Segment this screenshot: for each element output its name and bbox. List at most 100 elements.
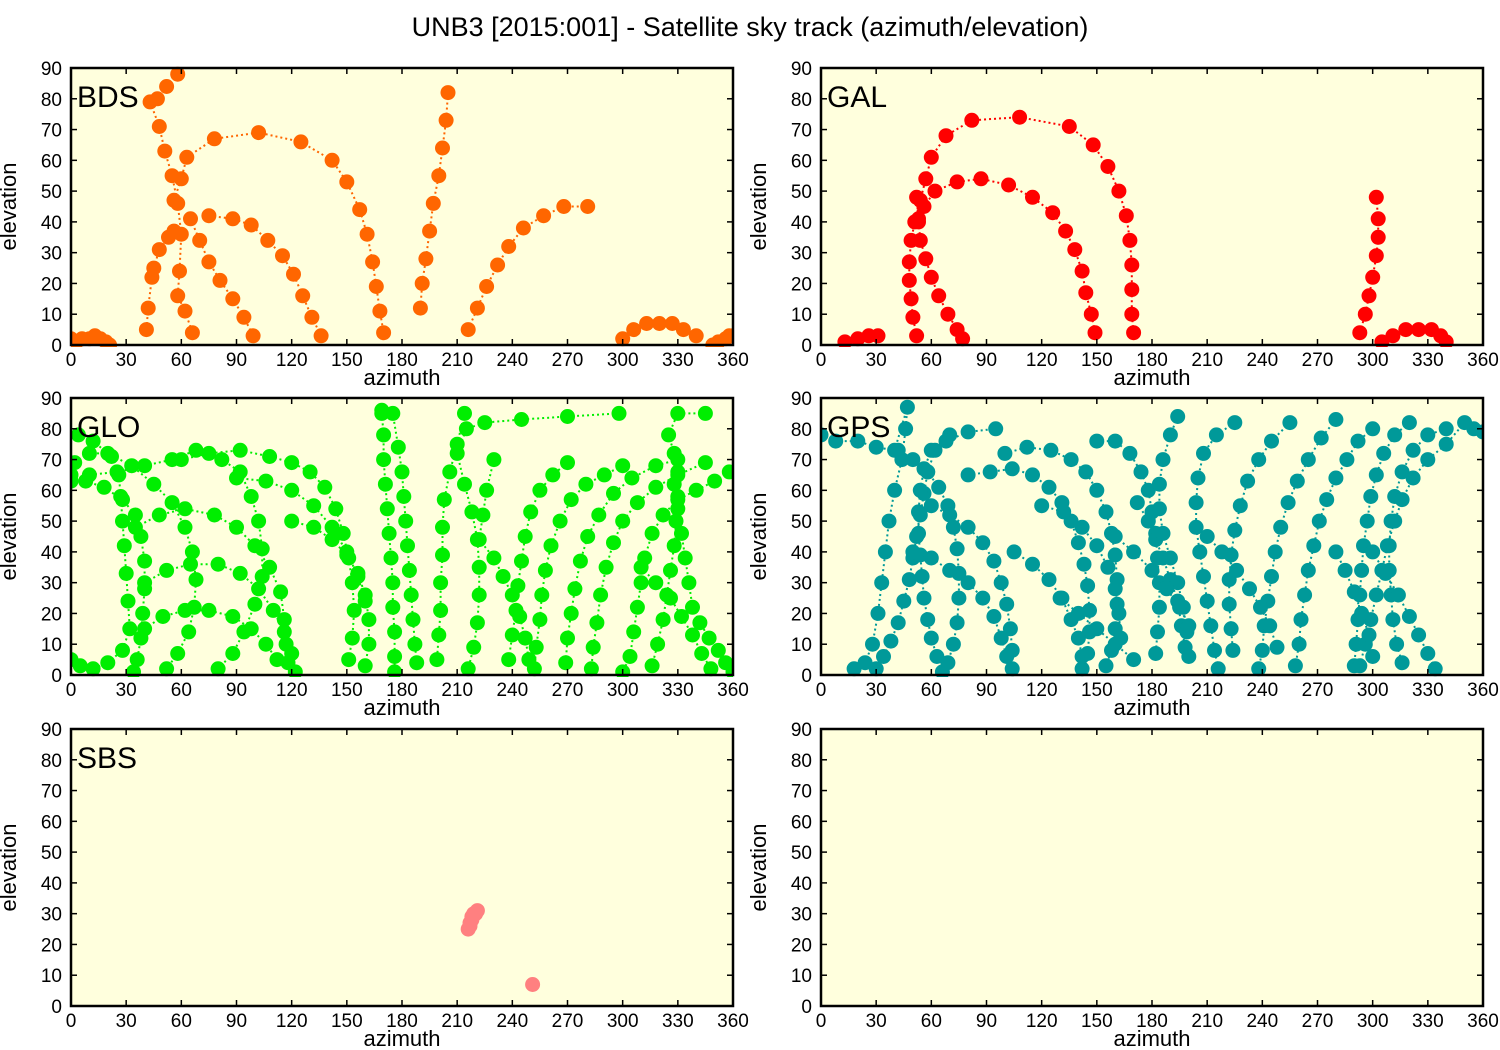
- track-point: [1387, 427, 1403, 443]
- y-tick-label: 20: [791, 274, 812, 295]
- track-point: [460, 322, 476, 338]
- track-point: [155, 609, 171, 624]
- track-point: [1061, 119, 1077, 134]
- track-point: [870, 328, 886, 344]
- track-point: [335, 525, 351, 541]
- track-point: [1162, 427, 1178, 443]
- track-point: [650, 636, 666, 652]
- track-point: [1273, 519, 1289, 535]
- track-point: [376, 427, 392, 443]
- track-point: [177, 602, 193, 618]
- track-point: [1188, 519, 1204, 535]
- track-point: [124, 458, 140, 474]
- track-point: [284, 646, 300, 661]
- track-point: [909, 328, 925, 344]
- track-point: [1124, 282, 1140, 298]
- track-point: [137, 553, 153, 569]
- track-point: [1074, 263, 1090, 279]
- track-point: [243, 217, 259, 233]
- x-tick-label: 90: [226, 1011, 247, 1032]
- track-point: [475, 507, 491, 523]
- track-point: [955, 331, 971, 347]
- track-point: [629, 599, 645, 615]
- track-point: [1004, 661, 1020, 677]
- x-tick-label: 300: [1357, 1011, 1389, 1032]
- track-point: [151, 119, 167, 134]
- track-point: [287, 664, 303, 677]
- track-point: [1361, 627, 1377, 643]
- track-point: [510, 578, 526, 594]
- track-point: [911, 504, 926, 520]
- x-tick-label: 150: [331, 680, 363, 701]
- track-point: [166, 223, 182, 239]
- track-line-2: [917, 177, 1096, 333]
- track-point: [387, 664, 403, 677]
- track-point: [1083, 306, 1099, 322]
- x-tick-label: 180: [386, 680, 418, 701]
- track-point: [324, 152, 340, 168]
- track-point: [865, 636, 880, 652]
- y-tick-label: 10: [791, 966, 812, 987]
- track-point: [1151, 476, 1167, 492]
- x-tick-label: 60: [171, 350, 192, 371]
- track-point: [122, 621, 138, 637]
- track-point: [225, 646, 241, 661]
- y-tick-label: 0: [51, 666, 62, 687]
- track-point: [1162, 550, 1178, 566]
- track-point: [1401, 609, 1417, 624]
- track-point: [896, 593, 912, 609]
- track-point: [192, 232, 208, 248]
- track-point: [159, 562, 175, 578]
- track-point: [1378, 565, 1393, 581]
- track-point: [381, 525, 397, 541]
- x-tick-label: 30: [866, 350, 887, 371]
- track-point: [225, 211, 241, 227]
- track-point: [1012, 109, 1028, 125]
- y-tick-label: 60: [41, 812, 62, 833]
- track-point: [1368, 248, 1384, 264]
- x-tick-label: 240: [1246, 680, 1278, 701]
- track-point: [920, 464, 936, 480]
- y-tick-label: 80: [41, 90, 62, 111]
- track-point: [1151, 501, 1167, 517]
- x-tick-label: 300: [1357, 680, 1389, 701]
- x-tick-label: 120: [276, 1011, 308, 1032]
- track-point: [471, 559, 487, 575]
- track-point: [385, 575, 401, 591]
- x-axis-label: azimuth: [1113, 695, 1190, 720]
- chart-panel-bds: 0 30 60 90 120 150 180 210 240 270 300 330 360 0 10 20 3…: [0, 59, 749, 390]
- track-point: [1354, 605, 1370, 621]
- track-point: [135, 605, 151, 621]
- track-point: [558, 655, 574, 671]
- track-point: [666, 445, 682, 461]
- track-point: [1098, 504, 1114, 520]
- track-point: [1004, 461, 1020, 477]
- track-point: [350, 569, 366, 584]
- y-tick-label: 30: [41, 244, 62, 265]
- y-tick-label: 80: [791, 420, 812, 441]
- y-tick-label: 60: [41, 481, 62, 502]
- track-point: [306, 498, 322, 514]
- track-point: [324, 519, 340, 535]
- x-tick-label: 360: [717, 1011, 749, 1032]
- track-point: [960, 575, 976, 591]
- track-point: [229, 519, 244, 535]
- track-point: [188, 442, 204, 458]
- x-tick-label: 60: [921, 680, 942, 701]
- x-tick-label: 180: [1136, 680, 1168, 701]
- track-point: [115, 642, 130, 658]
- track-point: [945, 519, 961, 535]
- y-tick-label: 70: [41, 451, 62, 472]
- track-point: [905, 544, 921, 560]
- y-tick-label: 70: [791, 782, 812, 803]
- track-point: [1354, 562, 1370, 578]
- track-point: [912, 482, 928, 498]
- x-tick-label: 30: [866, 680, 887, 701]
- track-point: [1438, 436, 1454, 452]
- x-tick-label: 120: [1026, 350, 1058, 371]
- track-point: [997, 445, 1013, 461]
- track-point: [179, 149, 195, 165]
- track-point: [982, 464, 998, 480]
- track-point: [589, 615, 605, 631]
